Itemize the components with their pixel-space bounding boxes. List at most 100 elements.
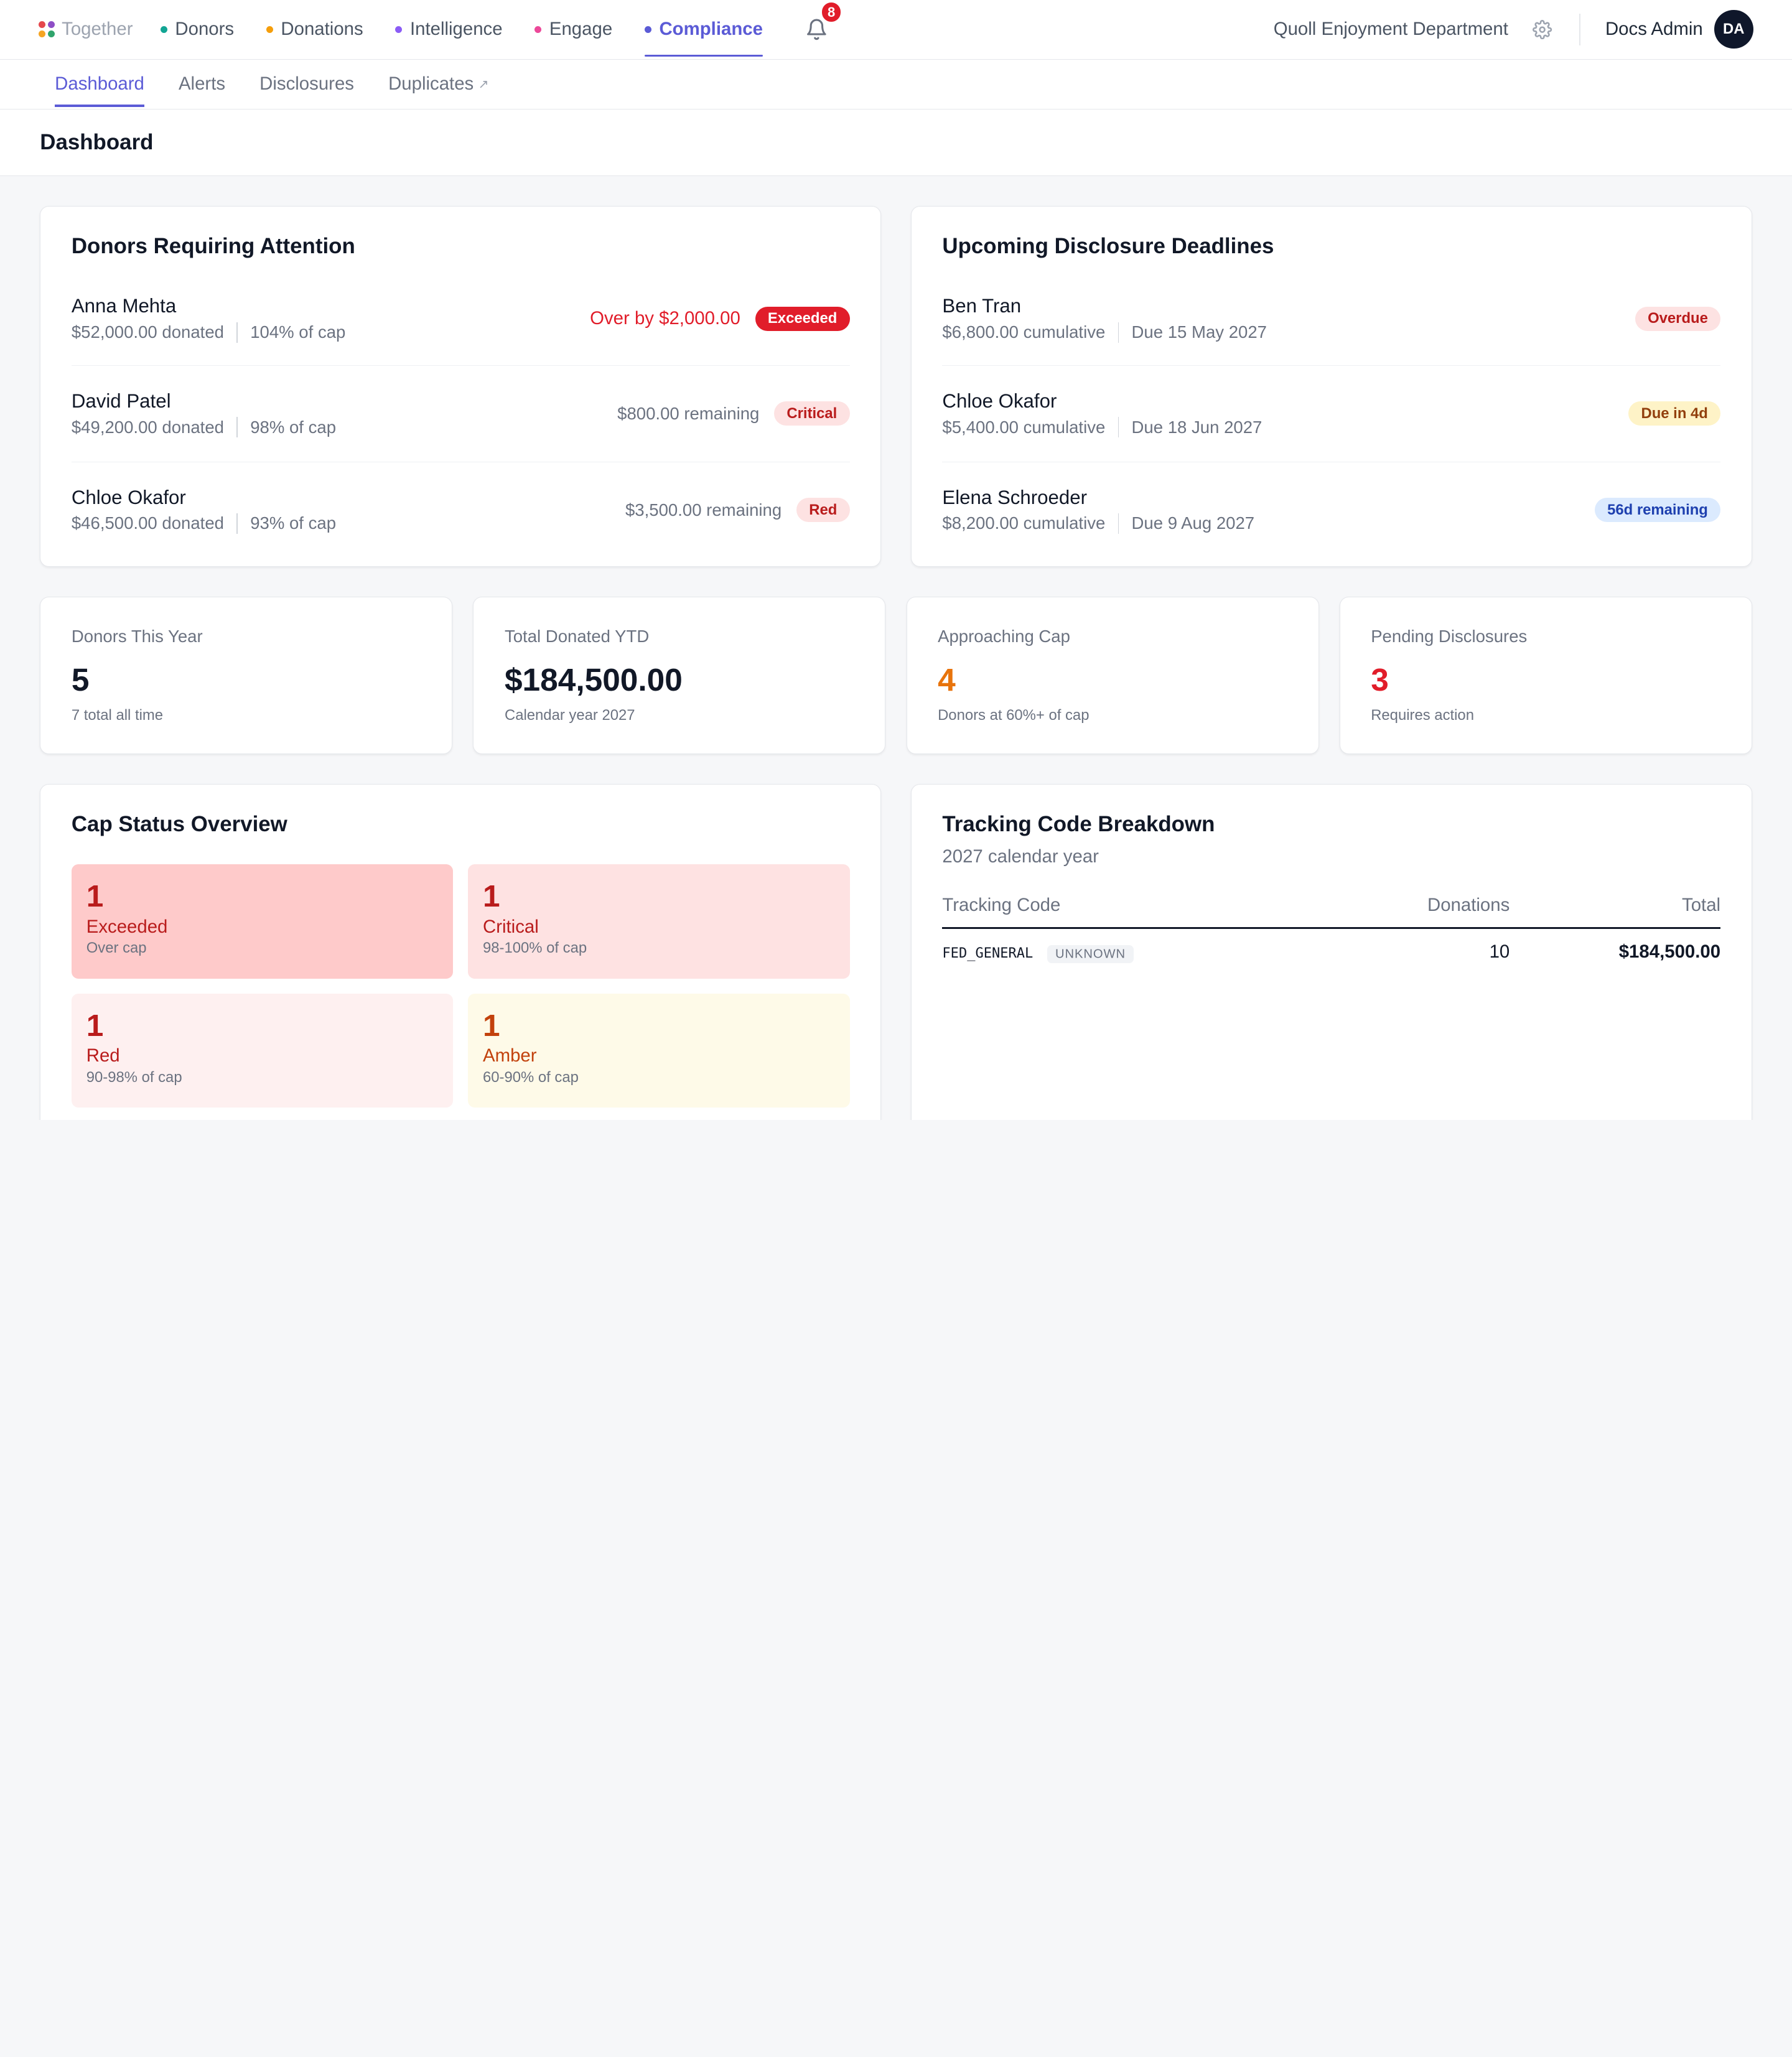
tile-name: Exceeded: [86, 916, 168, 937]
due-date: Due 18 Jun 2027: [1131, 417, 1262, 437]
due-date: Due 15 May 2027: [1131, 322, 1267, 342]
brand-link[interactable]: Together: [39, 19, 133, 40]
tab-alerts[interactable]: Alerts: [178, 73, 226, 95]
nav-dot-icon: [534, 26, 542, 33]
donor-donated: $49,200.00 donated: [71, 417, 224, 437]
notification-count-badge: 8: [819, 1, 843, 24]
deadline-row[interactable]: Chloe Okafor $5,400.00 cumulative Due 18…: [942, 366, 1721, 462]
donor-name: Chloe Okafor: [71, 486, 186, 508]
tile-count: 1: [86, 879, 104, 914]
cap-status-grid: 1 Exceeded Over cap 1 Critical 98-100% o…: [71, 864, 850, 1108]
brand-logo-dot: [48, 21, 55, 29]
donor-status-text: $800.00 remaining: [617, 403, 760, 423]
cap-tile-exceeded[interactable]: 1 Exceeded Over cap: [71, 864, 454, 979]
nav-item-label: Engage: [549, 19, 613, 40]
donor-cap-pct: 98% of cap: [250, 417, 337, 437]
stat-value: 3: [1371, 661, 1389, 697]
tab-duplicates[interactable]: Duplicates ↗: [388, 59, 488, 110]
stats-row: Donors This Year 5 7 total all time Tota…: [40, 596, 1752, 755]
bottom-panels: Cap Status Overview 1 Exceeded Over cap …: [40, 783, 1752, 1120]
nav-dot-icon: [644, 26, 651, 33]
stat-label: Total Donated YTD: [504, 627, 650, 646]
deadline-row[interactable]: Ben Tran $6,800.00 cumulative Due 15 May…: [942, 279, 1721, 366]
tracking-code-tag: UNKNOWN: [1047, 945, 1134, 963]
stat-sub: Requires action: [1371, 707, 1474, 724]
tile-sub: 60-90% of cap: [483, 1068, 579, 1086]
stat-card-pending: Pending Disclosures 3 Requires action: [1339, 596, 1752, 755]
avatar[interactable]: DA: [1714, 10, 1753, 49]
nav-item-engage[interactable]: Engage: [534, 0, 612, 59]
brand-logo-dot: [39, 21, 46, 29]
stat-value: 5: [71, 661, 90, 697]
attention-row[interactable]: Chloe Okafor $46,500.00 donated 93% of c…: [72, 462, 850, 558]
settings-button[interactable]: [1531, 18, 1554, 41]
table-header-row: Tracking Code Donations Total: [942, 894, 1721, 930]
attention-panel: Donors Requiring Attention Anna Mehta $5…: [40, 205, 882, 567]
attention-row[interactable]: Anna Mehta $52,000.00 donated 104% of ca…: [71, 279, 850, 366]
meta-divider: [1118, 513, 1119, 534]
stat-card-approaching: Approaching Cap 4 Donors at 60%+ of cap: [906, 596, 1319, 755]
meta-divider: [1118, 322, 1119, 343]
stat-card-donors: Donors This Year 5 7 total all time: [40, 596, 453, 755]
nav-item-label: Intelligence: [409, 19, 503, 40]
deadline-row[interactable]: Elena Schroeder $8,200.00 cumulative Due…: [942, 462, 1721, 558]
nav-dot-icon: [160, 26, 167, 33]
stat-value: 4: [938, 661, 956, 697]
tile-name: Amber: [483, 1045, 537, 1066]
cap-tile-amber[interactable]: 1 Amber 60-90% of cap: [468, 993, 850, 1108]
tab-dashboard[interactable]: Dashboard: [55, 59, 145, 110]
column-header-donations[interactable]: Donations: [1338, 894, 1510, 930]
cap-tile-red[interactable]: 1 Red 90-98% of cap: [71, 993, 454, 1108]
stat-label: Donors This Year: [71, 627, 203, 646]
attention-row[interactable]: David Patel $49,200.00 donated 98% of ca…: [71, 366, 850, 462]
nav-item-intelligence[interactable]: Intelligence: [395, 0, 503, 59]
user-name[interactable]: Docs Admin: [1605, 19, 1703, 40]
org-name[interactable]: Quoll Enjoyment Department: [1273, 19, 1508, 40]
external-link-icon: ↗: [478, 77, 489, 91]
tile-name: Red: [86, 1045, 120, 1066]
notifications-button[interactable]: 8: [801, 1, 843, 44]
column-header-code[interactable]: Tracking Code: [942, 894, 1339, 930]
page-title: Dashboard: [40, 130, 154, 155]
tracking-title: Tracking Code Breakdown: [942, 812, 1215, 836]
meta-divider: [1118, 417, 1119, 438]
nav-item-donors[interactable]: Donors: [160, 0, 235, 59]
deadlines-panel: Upcoming Disclosure Deadlines Ben Tran $…: [910, 205, 1752, 567]
meta-divider: [236, 513, 238, 534]
tab-disclosures[interactable]: Disclosures: [259, 73, 354, 95]
tile-count: 1: [483, 1007, 500, 1043]
stat-label: Approaching Cap: [938, 627, 1070, 646]
tile-sub: 98-100% of cap: [483, 940, 587, 957]
column-header-total[interactable]: Total: [1510, 894, 1721, 930]
donor-donated: $46,500.00 donated: [71, 513, 224, 533]
stat-value: $184,500.00: [504, 661, 683, 697]
nav-item-donations[interactable]: Donations: [266, 0, 363, 59]
nav-item-compliance[interactable]: Compliance: [644, 0, 763, 59]
tracking-table: Tracking Code Donations Total FED_GENERA…: [942, 894, 1721, 976]
donor-status-text: $3,500.00 remaining: [625, 500, 782, 520]
nav-item-label: Compliance: [659, 19, 763, 40]
app-root: Together Donors Donations Intelligence E…: [0, 0, 1792, 1120]
cap-status-panel: Cap Status Overview 1 Exceeded Over cap …: [40, 783, 882, 1120]
header-right: Quoll Enjoyment Department Docs Admin DA: [1274, 10, 1753, 49]
tile-sub: Over cap: [86, 940, 147, 957]
donor-name: Elena Schroeder: [942, 486, 1087, 508]
due-date: Due 9 Aug 2027: [1131, 513, 1255, 533]
donor-cumulative: $6,800.00 cumulative: [942, 322, 1106, 342]
brand-logo-dot: [39, 30, 46, 38]
nav-dot-icon: [266, 26, 273, 33]
stat-sub: Calendar year 2027: [504, 707, 635, 724]
cap-tile-critical[interactable]: 1 Critical 98-100% of cap: [468, 864, 850, 979]
meta-divider: [236, 417, 238, 438]
top-panels: Donors Requiring Attention Anna Mehta $5…: [40, 205, 1752, 567]
cap-status-title: Cap Status Overview: [71, 812, 287, 836]
stat-card-total: Total Donated YTD $184,500.00 Calendar y…: [473, 596, 886, 755]
donor-name: Anna Mehta: [71, 295, 177, 317]
tracking-panel: Tracking Code Breakdown 2027 calendar ye…: [910, 783, 1752, 1120]
nav-item-label: Donors: [175, 19, 235, 40]
top-nav: Together Donors Donations Intelligence E…: [0, 0, 1792, 60]
brand-logo-icon: [39, 21, 55, 38]
brand-logo-dot: [48, 30, 55, 38]
stat-sub: Donors at 60%+ of cap: [938, 707, 1090, 724]
table-row[interactable]: FED_GENERAL UNKNOWN 10 $184,500.00: [942, 928, 1720, 976]
